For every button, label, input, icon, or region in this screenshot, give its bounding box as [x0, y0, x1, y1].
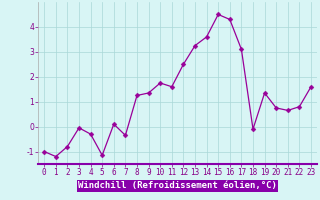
X-axis label: Windchill (Refroidissement éolien,°C): Windchill (Refroidissement éolien,°C)	[78, 181, 277, 190]
